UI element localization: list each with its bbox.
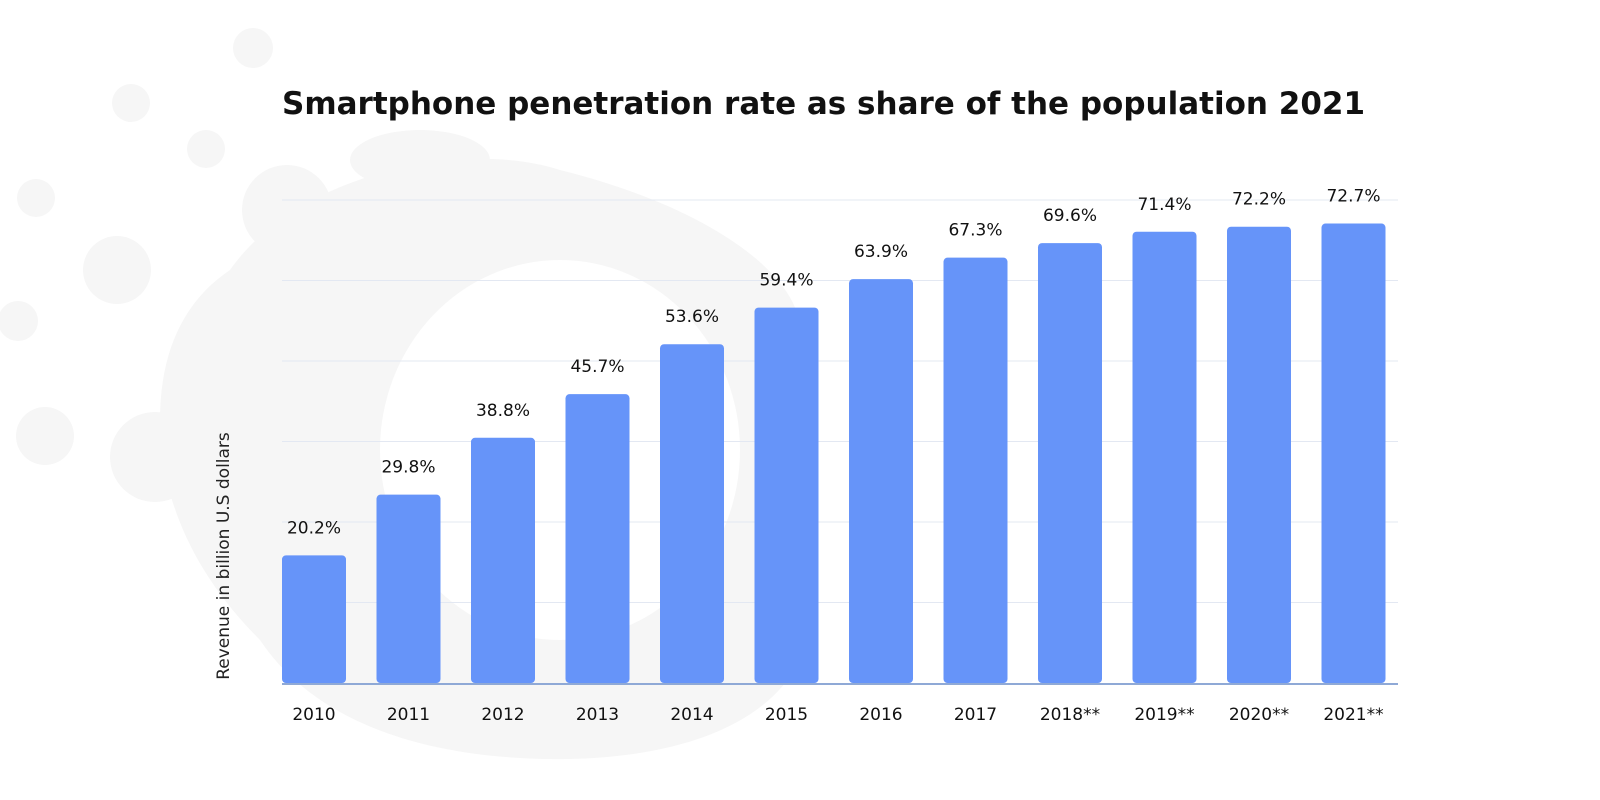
x-tick-label: 2020** [1229, 705, 1289, 725]
bar-value-label: 63.9% [854, 242, 908, 262]
bar-value-label: 45.7% [570, 357, 624, 377]
bar-value-label: 53.6% [665, 307, 719, 327]
x-tick-label: 2017 [954, 705, 997, 725]
x-tick-label: 2018** [1040, 705, 1100, 725]
bar [1321, 223, 1386, 683]
bars [282, 223, 1386, 684]
bar-value-label: 72.7% [1326, 187, 1380, 207]
bar [943, 257, 1008, 683]
bar [754, 307, 819, 683]
x-axis-tick-labels: 2010 2011 2012 2013 2014 2015 2016 2017 2018** 20… [292, 705, 1383, 725]
bar [660, 344, 724, 683]
y-axis-label: Revenue in billion U.S dollars [214, 432, 234, 680]
bar [849, 279, 913, 683]
x-tick-label: 2012 [481, 705, 524, 725]
bar-value-label: 72.2% [1232, 190, 1286, 210]
x-tick-label: 2019** [1134, 705, 1194, 725]
bar-value-label: 67.3% [948, 221, 1002, 241]
bar [282, 555, 346, 683]
x-tick-label: 2015 [765, 705, 808, 725]
bar-value-label: 38.8% [476, 401, 530, 421]
bar-value-label: 69.6% [1043, 206, 1097, 226]
bar [1227, 226, 1291, 684]
bar [1038, 243, 1102, 684]
x-tick-label: 2011 [387, 705, 430, 725]
x-tick-label: 2014 [670, 705, 713, 725]
bar-value-label: 71.4% [1137, 195, 1191, 215]
value-labels: 20.2% 29.8% 38.8% 45.7% 53.6% 59.4% 63.9% 67.3%… [287, 187, 1381, 539]
chart-title: Smartphone penetration rate as share of … [282, 86, 1365, 122]
bar [1132, 231, 1197, 683]
gridlines [282, 199, 1398, 603]
bar [471, 437, 535, 683]
x-tick-label: 2016 [859, 705, 902, 725]
bar [376, 494, 441, 683]
x-tick-label: 2013 [576, 705, 619, 725]
x-tick-label: 2010 [292, 705, 335, 725]
x-tick-label: 2021** [1323, 705, 1383, 725]
bar [565, 394, 630, 683]
bar-value-label: 20.2% [287, 518, 341, 538]
bar-value-label: 59.4% [759, 271, 813, 291]
bar-value-label: 29.8% [381, 458, 435, 478]
